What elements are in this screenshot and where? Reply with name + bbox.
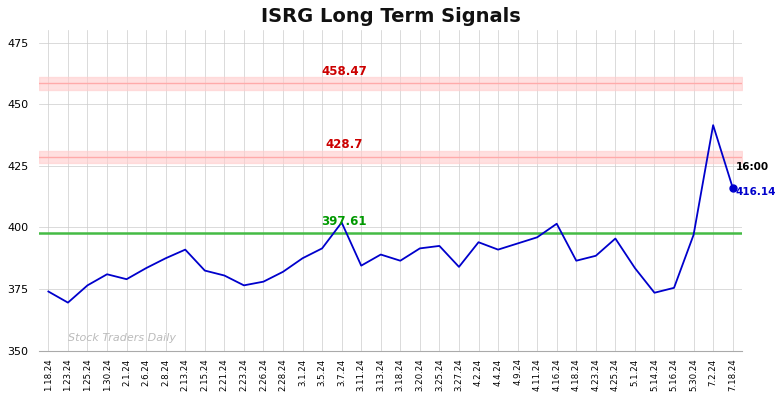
Text: 397.61: 397.61 (321, 215, 367, 228)
Text: Stock Traders Daily: Stock Traders Daily (68, 333, 176, 343)
Text: 16:00: 16:00 (735, 162, 769, 172)
Text: 428.7: 428.7 (325, 138, 363, 151)
Title: ISRG Long Term Signals: ISRG Long Term Signals (260, 7, 521, 26)
Text: 416.14: 416.14 (735, 187, 776, 197)
Text: 458.47: 458.47 (321, 65, 367, 78)
